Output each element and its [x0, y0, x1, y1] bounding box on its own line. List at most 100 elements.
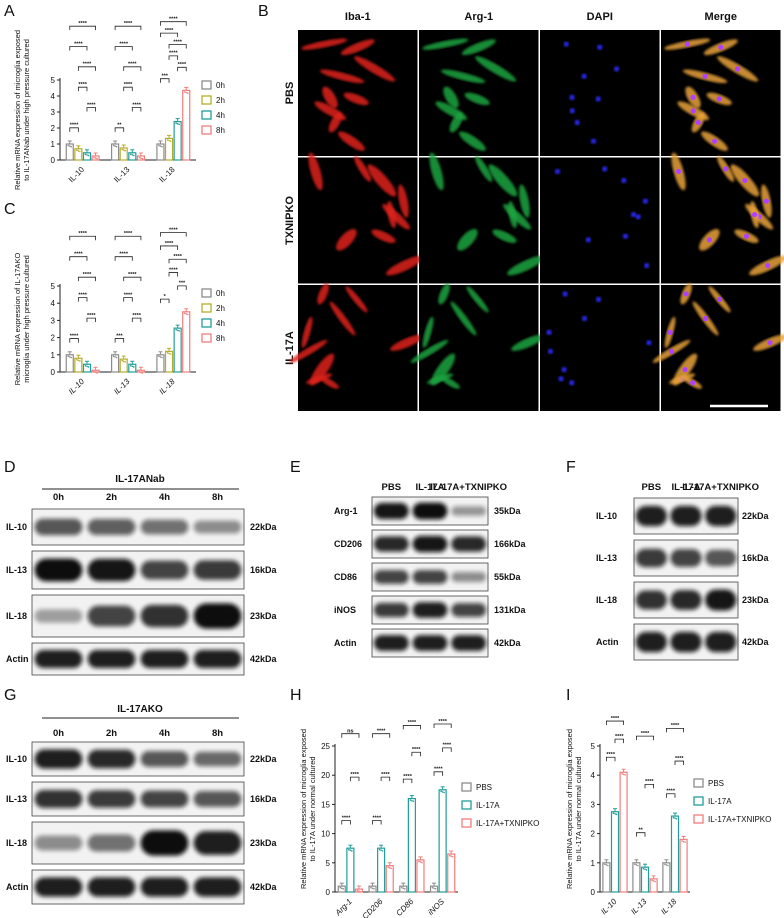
data-point — [451, 855, 454, 858]
bar-il-10-4h — [82, 152, 92, 161]
y-tick-label: 5 — [326, 859, 331, 868]
data-point — [403, 888, 406, 890]
cell-stain — [329, 301, 356, 336]
significance-bracket — [606, 720, 624, 726]
significance-bracket — [666, 793, 676, 798]
data-point — [122, 149, 125, 151]
protein-band — [193, 831, 242, 855]
data-point — [604, 863, 606, 866]
cell-stain — [475, 56, 517, 82]
data-point — [133, 366, 135, 368]
protein-band — [140, 830, 189, 856]
legend-swatch — [201, 288, 212, 298]
significance-bracket — [666, 727, 684, 733]
cell-stain — [398, 184, 409, 218]
data-point — [166, 139, 169, 141]
bar-il-13-4h — [128, 363, 137, 373]
data-point — [651, 879, 653, 882]
data-point — [93, 156, 95, 159]
blot-row-label: CD206 — [334, 539, 362, 549]
y-tick-label: 0 — [51, 368, 56, 377]
significance-label: **** — [377, 729, 386, 735]
significance-label: **** — [373, 815, 382, 821]
bar-il-18-2h — [164, 137, 174, 161]
protein-band — [140, 751, 189, 767]
molecular-weight-label: 42kDa — [742, 637, 770, 647]
protein-band — [705, 589, 737, 611]
significance-label: **** — [412, 747, 421, 753]
legend-swatch — [201, 95, 212, 105]
nucleus — [743, 233, 750, 239]
data-point — [672, 816, 675, 819]
legend-swatch — [201, 80, 212, 90]
nucleus — [695, 119, 701, 126]
legend-label: IL-17A+TXNIPKO — [476, 819, 539, 828]
data-point — [644, 868, 646, 871]
data-point — [448, 854, 451, 857]
significance-label: **** — [119, 41, 128, 47]
significance-label: *** — [179, 281, 186, 287]
lane-label: 2h — [106, 728, 117, 739]
legend-label: 2h — [216, 304, 225, 313]
y-tick-label: 0 — [51, 156, 56, 165]
protein-band — [635, 631, 667, 653]
data-point — [378, 848, 381, 851]
significance-bracket — [606, 756, 616, 762]
protein-band — [373, 570, 409, 584]
nucleus — [554, 168, 561, 175]
protein-band — [34, 877, 83, 897]
cell-stain — [345, 286, 368, 313]
cell-stain — [430, 353, 456, 386]
y-tick-label: 2 — [591, 830, 596, 839]
protein-band — [670, 590, 702, 610]
panel-letter-a: A — [4, 3, 15, 20]
data-point — [121, 359, 123, 362]
significance-bracket — [636, 735, 654, 741]
nucleus — [562, 291, 568, 297]
lane-label: IL-17A — [671, 482, 700, 493]
nucleus — [569, 380, 575, 386]
nucleus — [682, 366, 688, 373]
molecular-weight-label: 42kDa — [494, 638, 522, 648]
data-point — [159, 356, 162, 358]
blot-row-label: IL-18 — [6, 838, 27, 848]
bar-il-10-4h — [82, 363, 92, 373]
significance-bracket — [114, 25, 142, 31]
protein-band — [140, 649, 189, 669]
data-point — [130, 153, 132, 156]
nucleus — [702, 73, 708, 79]
data-point — [79, 150, 81, 153]
protein-band — [34, 789, 83, 809]
molecular-weight-label: 131kDa — [494, 605, 527, 615]
nucleus — [683, 291, 689, 297]
data-point — [76, 149, 78, 152]
bar-il-13-pbs — [632, 862, 641, 893]
y-tick-label: 0 — [591, 888, 596, 897]
significance-label: **** — [403, 774, 412, 780]
bar-il-18-pbs — [662, 862, 671, 893]
nucleus — [742, 177, 748, 184]
significance-label: * — [164, 294, 167, 300]
data-point — [340, 887, 343, 890]
significance-bracket — [411, 751, 421, 757]
data-point — [356, 889, 359, 892]
protein-band — [34, 749, 83, 769]
data-point — [77, 359, 80, 362]
data-point — [682, 840, 685, 843]
blot-row-label: IL-13 — [6, 794, 27, 804]
protein-band — [705, 505, 737, 527]
y-axis-label: Relative mRNA expression of IL-17AKOmicr… — [13, 253, 31, 386]
significance-bracket — [69, 127, 79, 132]
significance-bracket — [341, 733, 360, 738]
significance-label: **** — [132, 102, 141, 108]
significance-label: **** — [169, 227, 178, 233]
significance-bracket — [160, 32, 179, 38]
significance-label: **** — [83, 62, 92, 68]
data-point — [114, 145, 116, 147]
nucleus — [569, 94, 575, 101]
significance-label: **** — [615, 734, 624, 740]
significance-bracket — [160, 78, 170, 83]
protein-band — [412, 602, 448, 618]
cell-stain — [422, 38, 469, 50]
significance-bracket — [160, 21, 187, 26]
